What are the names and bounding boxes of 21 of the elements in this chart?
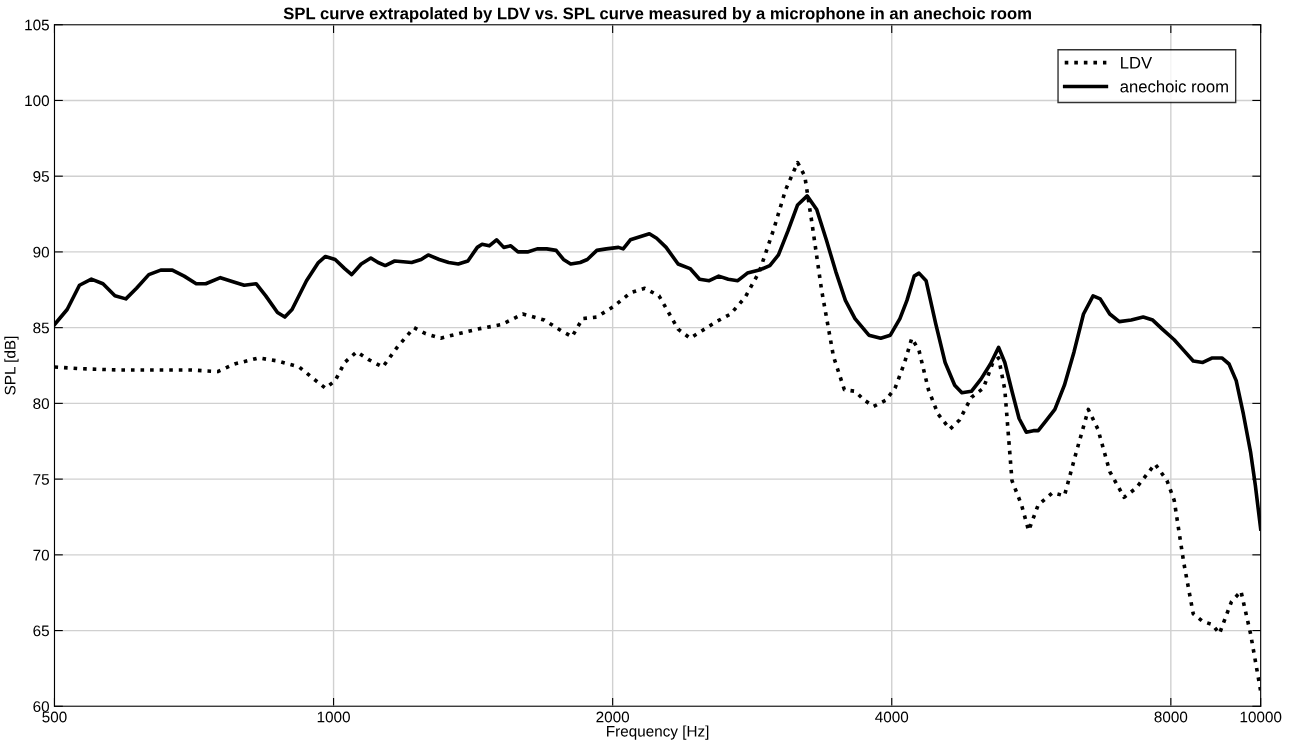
x-tick-label: 4000 xyxy=(875,711,909,723)
legend-label: anechoic room xyxy=(1120,80,1228,93)
y-axis-title: SPL [dB] xyxy=(4,336,19,395)
x-tick-label: 8000 xyxy=(1154,711,1188,723)
y-tick-label: 85 xyxy=(33,322,49,334)
y-tick-label: 70 xyxy=(33,549,50,561)
y-tick-label: 75 xyxy=(33,474,49,485)
chart-title: SPL curve extrapolated by LDV vs. SPL curve measured by a microphone in an anechoic room xyxy=(283,7,1031,23)
y-tick-label: 100 xyxy=(25,95,50,107)
y-tick-label: 60 xyxy=(33,701,50,712)
y-tick-label: 80 xyxy=(33,398,50,410)
x-tick-label: 2000 xyxy=(596,711,630,723)
y-tick-label: 95 xyxy=(33,171,49,182)
x-axis-title: Frequency [Hz] xyxy=(607,725,709,740)
x-tick-label: 10000 xyxy=(1240,711,1282,723)
legend-label: LDV xyxy=(1121,57,1153,69)
y-tick-label: 105 xyxy=(25,19,49,31)
y-tick-label: 65 xyxy=(33,625,49,637)
y-tick-label: 90 xyxy=(33,246,50,258)
x-tick-label: 500 xyxy=(42,711,67,723)
x-tick-label: 1000 xyxy=(317,711,350,723)
